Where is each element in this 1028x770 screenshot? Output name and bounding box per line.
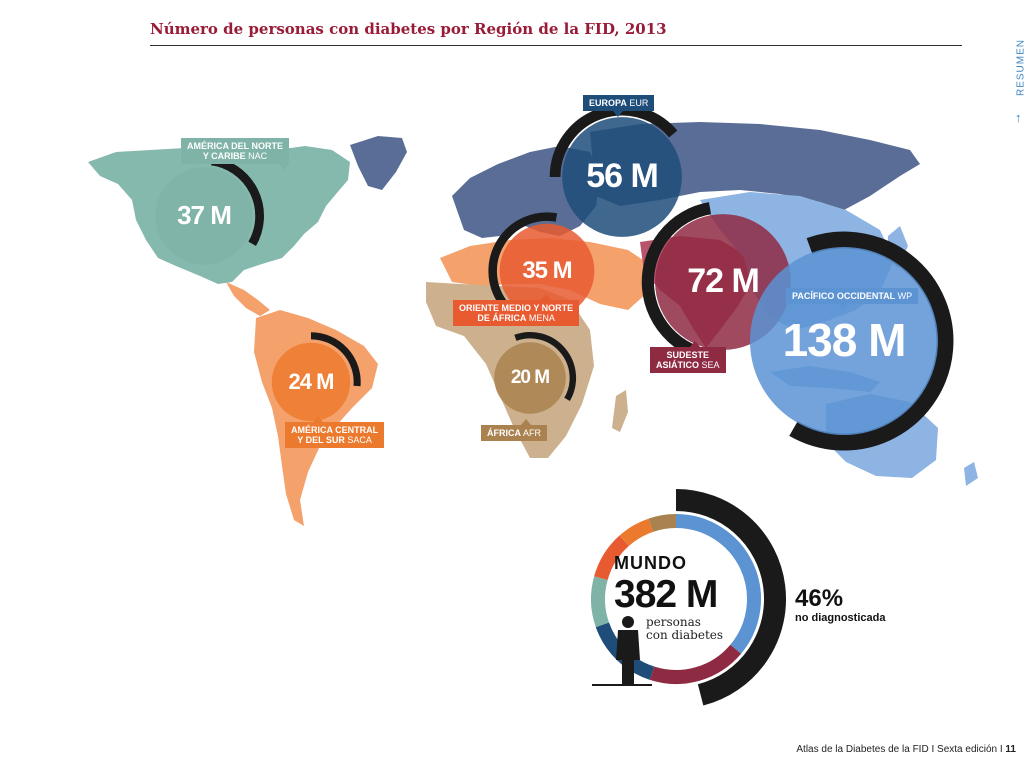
world-value: 382 M xyxy=(614,573,718,616)
land-central-america xyxy=(226,282,270,316)
ring-wp xyxy=(789,231,954,451)
ring-nac xyxy=(210,156,264,246)
world-subtitle-line-1: personas xyxy=(646,615,701,629)
value-saca: 24 M xyxy=(288,368,335,394)
label-line: ORIENTE MEDIO Y NORTE xyxy=(459,303,574,313)
undiagnosed-label: no diagnosticada xyxy=(795,612,886,624)
title-rule xyxy=(150,45,962,46)
donut-slice-nac xyxy=(591,576,610,628)
ring-saca xyxy=(310,332,361,387)
bubble-eur xyxy=(562,117,682,237)
footer-page: 11 xyxy=(1005,744,1016,755)
label-line: Y DEL SUR SACA xyxy=(297,435,372,445)
label-line: ASIÁTICO SEA xyxy=(656,360,720,370)
label-pointer xyxy=(279,164,289,170)
footer-book: Atlas de la Diabetes de la FID xyxy=(796,744,929,755)
label-pointer xyxy=(541,294,551,300)
label-pointer xyxy=(613,111,623,117)
footer-edition: Sexta edición xyxy=(937,744,998,755)
donut-slice-afr xyxy=(648,514,677,532)
label-mena: ORIENTE MEDIO Y NORTE DE ÁFRICA MENA xyxy=(453,294,580,326)
ring-mena xyxy=(488,212,558,305)
undiagnosed-arc xyxy=(675,489,787,706)
ring-eur xyxy=(549,104,678,178)
label-pointer xyxy=(838,304,848,310)
donut-slice-sea xyxy=(649,644,742,684)
label-pointer xyxy=(690,341,700,347)
land-new-zealand xyxy=(964,462,978,486)
footer-sep-2: I xyxy=(999,744,1003,755)
donut-slice-mena xyxy=(594,535,630,581)
label-saca: AMÉRICA CENTRAL Y DEL SUR SACA xyxy=(285,416,385,448)
ring-afr xyxy=(514,332,577,402)
label-wp: PACÍFICO OCCIDENTAL WP xyxy=(786,288,919,310)
label-line: DE ÁFRICA MENA xyxy=(477,313,555,323)
label-pointer xyxy=(313,416,323,422)
label-afr: ÁFRICA AFR xyxy=(481,419,548,441)
region-code: SACA xyxy=(344,435,372,445)
label-line: EUROPA EUR xyxy=(589,98,649,108)
region-bubbles xyxy=(155,104,954,451)
label-line: ÁFRICA AFR xyxy=(487,428,542,438)
label-sea: SUDESTE ASIÁTICO SEA xyxy=(650,341,726,373)
land-greenland xyxy=(350,136,407,190)
value-eur: 56 M xyxy=(586,156,659,195)
world-label: MUNDO xyxy=(614,553,687,573)
region-code: EUR xyxy=(626,98,649,108)
region-code: WP xyxy=(895,291,913,301)
world-subtitle: personas con diabetes xyxy=(646,616,723,642)
label-line: AMÉRICA CENTRAL xyxy=(291,425,379,435)
person-icon xyxy=(592,616,652,686)
bubble-afr xyxy=(494,342,566,414)
label-eur: EUROPA EUR xyxy=(583,95,655,117)
region-code: AFR xyxy=(521,428,542,438)
value-wp: 138 M xyxy=(782,314,907,367)
footer: Atlas de la Diabetes de la FID I Sexta e… xyxy=(796,744,1016,755)
bubble-mena xyxy=(499,223,595,319)
region-code: SEA xyxy=(699,360,720,370)
chart-title: Número de personas con diabetes por Regi… xyxy=(150,20,667,38)
value-afr: 20 M xyxy=(510,366,550,388)
bubble-nac xyxy=(155,167,253,265)
label-nac: AMÉRICA DEL NORTE Y CARIBE NAC xyxy=(181,138,290,170)
region-code: MENA xyxy=(526,313,555,323)
donut-slice-saca xyxy=(619,518,654,546)
value-sea: 72 M xyxy=(687,261,760,300)
label-line: AMÉRICA DEL NORTE xyxy=(187,141,284,151)
undiagnosed-percent: 46% xyxy=(795,585,844,612)
bubble-saca xyxy=(271,342,351,422)
land-madagascar xyxy=(612,390,628,432)
footer-sep-1: I xyxy=(931,744,935,755)
resumen-tab[interactable]: RESUMEN ↑ xyxy=(1011,22,1028,132)
arrow-up-icon: ↑ xyxy=(1015,110,1022,125)
donut-slice-wp xyxy=(675,514,761,654)
region-code: NAC xyxy=(245,151,268,161)
value-mena: 35 M xyxy=(522,256,572,284)
label-pointer xyxy=(521,419,531,425)
label-line: SUDESTE xyxy=(666,350,710,360)
value-nac: 37 M xyxy=(177,200,232,231)
world-subtitle-line-2: con diabetes xyxy=(646,628,724,642)
label-line: PACÍFICO OCCIDENTAL WP xyxy=(792,291,913,301)
label-line: Y CARIBE NAC xyxy=(202,151,268,161)
